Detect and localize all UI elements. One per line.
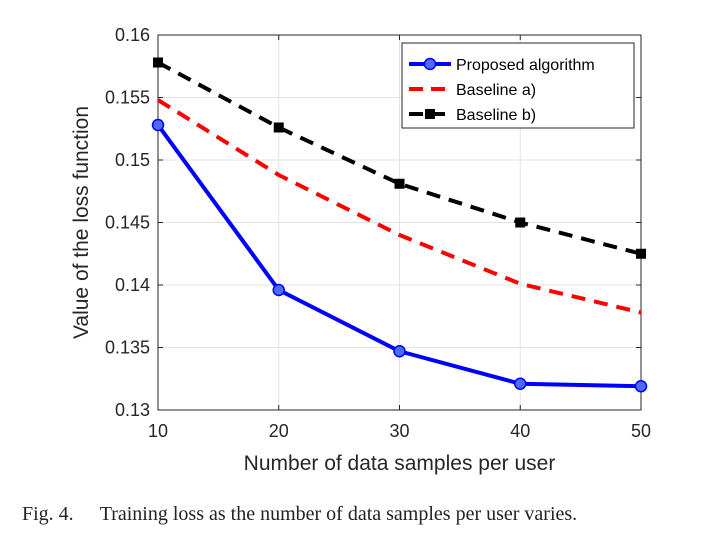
legend-label: Proposed algorithm <box>456 57 595 74</box>
y-tick-label: 0.145 <box>105 213 150 233</box>
legend: Proposed algorithm Baseline a) Baseline b) <box>401 42 635 129</box>
data-point <box>272 283 285 297</box>
x-axis-label: Number of data samples per user <box>244 452 556 475</box>
legend-label: Baseline b) <box>456 107 536 124</box>
legend-marker <box>425 109 435 119</box>
y-tick-label: 0.16 <box>115 25 150 45</box>
y-tick-label: 0.155 <box>105 88 150 108</box>
data-point <box>515 217 526 228</box>
caption-text: Training loss as the number of data samp… <box>99 503 578 525</box>
data-point <box>394 178 405 189</box>
axis-ticks: 10 20 30 40 50 0.13 0.135 0.14 0.145 0.15 0.155 0.1… <box>105 25 651 441</box>
y-axis-label: Value of the loss function <box>70 106 93 339</box>
series-1 <box>151 118 648 393</box>
y-tick-label: 0.15 <box>115 150 150 170</box>
series-line <box>156 98 642 315</box>
series-lines <box>151 57 648 393</box>
line-chart: 10 20 30 40 50 0.13 0.135 0.14 0.145 0.15 0.155 0.1… <box>70 25 651 475</box>
x-tick-label: 30 <box>389 421 409 441</box>
x-tick-label: 40 <box>510 421 530 441</box>
data-point <box>151 118 165 132</box>
legend-marker <box>423 57 437 71</box>
legend-label: Baseline a) <box>456 82 536 99</box>
x-tick-label: 20 <box>269 421 289 441</box>
series-2 <box>156 98 642 315</box>
figure-caption: Fig. 4. Training loss as the number of da… <box>22 503 712 526</box>
y-tick-label: 0.13 <box>115 400 150 420</box>
y-tick-label: 0.135 <box>105 338 150 358</box>
legend-entry: Proposed algorithm <box>409 57 595 74</box>
x-tick-label: 10 <box>148 421 168 441</box>
data-point <box>634 380 648 393</box>
legend-entry: Baseline a) <box>409 82 536 99</box>
x-tick-label: 50 <box>631 421 651 441</box>
data-point <box>514 377 527 390</box>
legend-entry: Baseline b) <box>409 107 536 124</box>
series-line <box>157 60 642 256</box>
data-point <box>273 122 284 133</box>
caption-label: Fig. 4. <box>22 503 74 525</box>
y-tick-label: 0.14 <box>115 275 150 295</box>
data-point <box>636 248 646 259</box>
data-point <box>153 57 163 68</box>
data-point <box>393 345 406 358</box>
series-3 <box>153 57 646 259</box>
